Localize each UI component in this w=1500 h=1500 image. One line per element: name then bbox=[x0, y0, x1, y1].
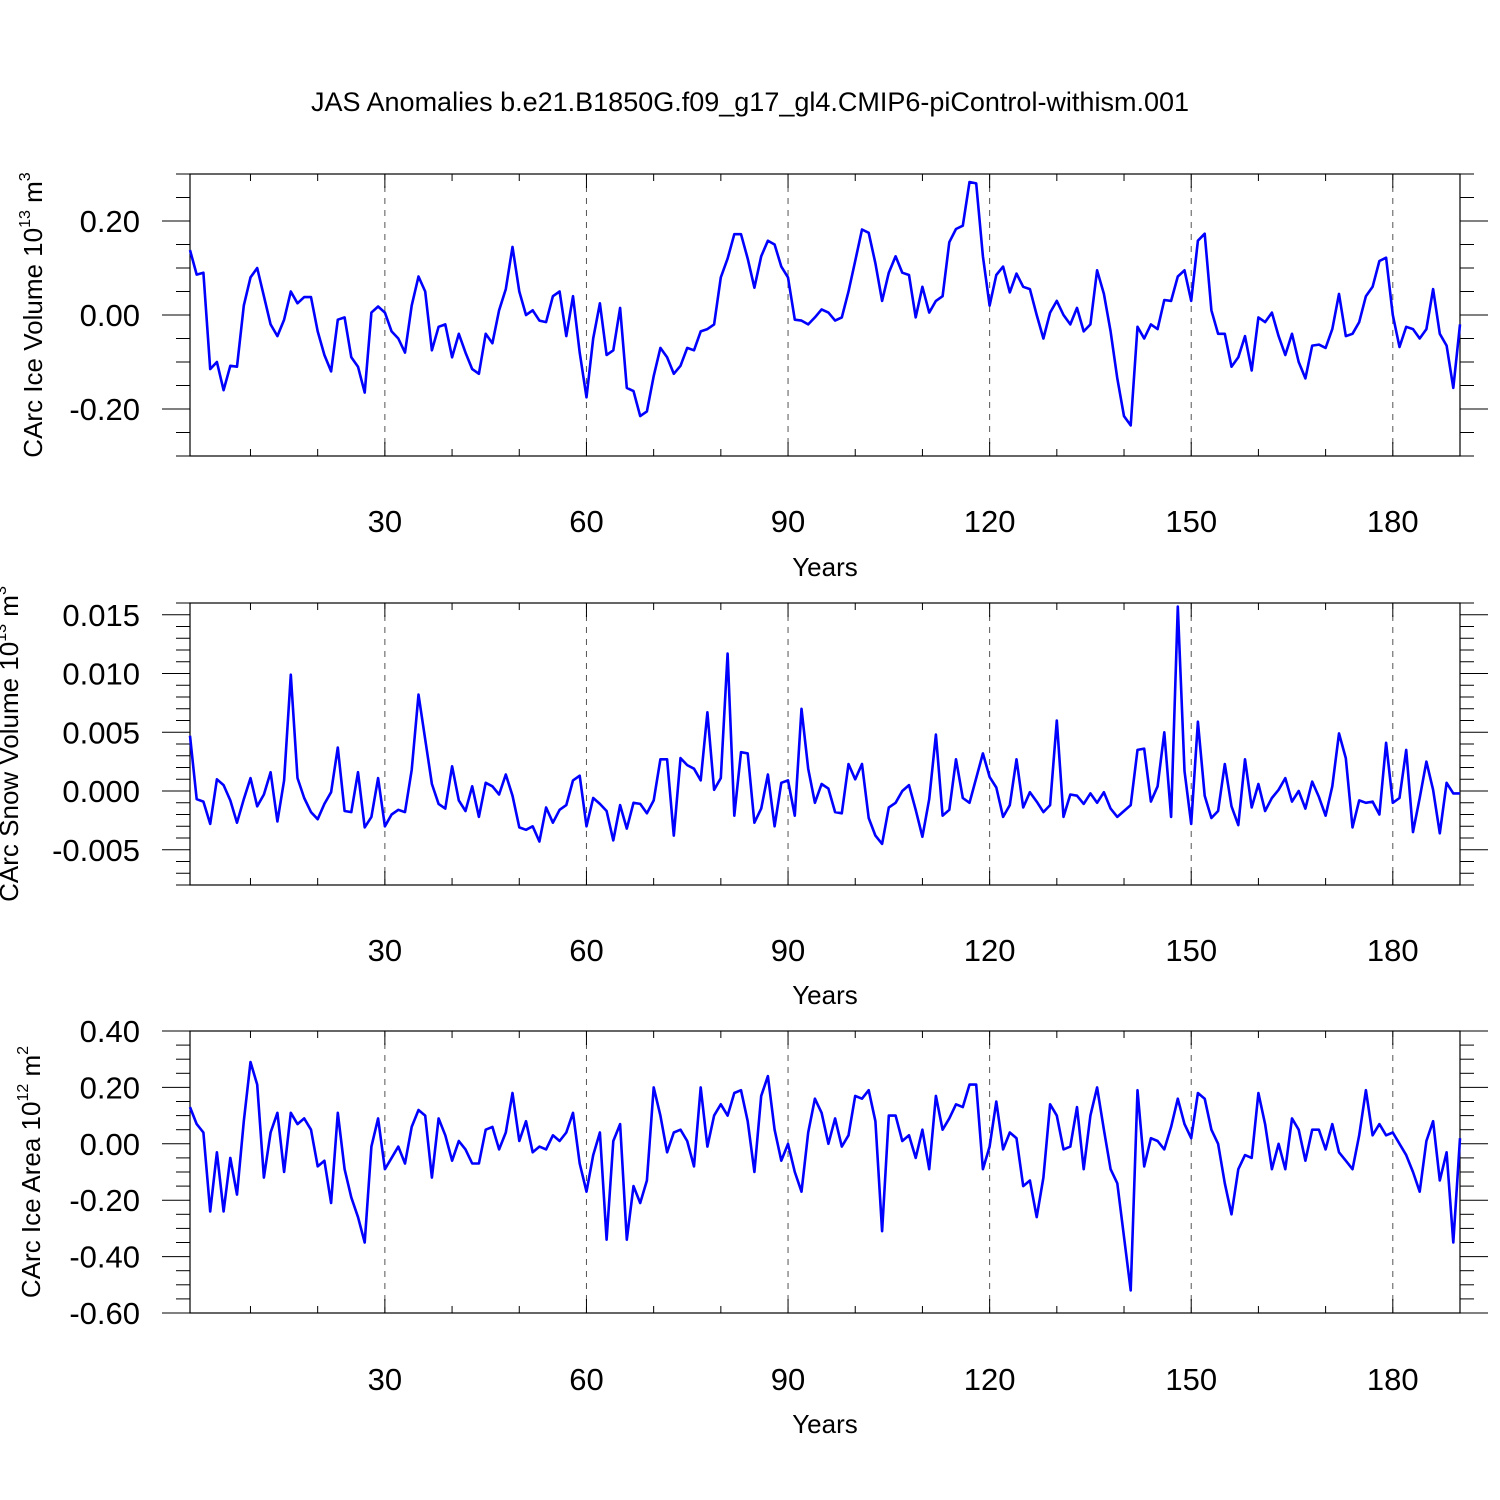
plot-frame bbox=[189, 1030, 1461, 1314]
y-tick-label: 0.20 bbox=[80, 204, 140, 239]
x-tick-label: 120 bbox=[964, 1362, 1016, 1397]
y-tick-label: 0.015 bbox=[62, 598, 140, 633]
x-tick-label: 60 bbox=[569, 933, 603, 968]
y-tick-label: 0.20 bbox=[80, 1070, 140, 1105]
x-tick-label: 30 bbox=[368, 1362, 402, 1397]
x-tick-label: 150 bbox=[1165, 1362, 1217, 1397]
series-line bbox=[188, 605, 1460, 846]
y-axis-label: CArc Ice Area 1012 m2 bbox=[15, 1046, 46, 1298]
chart-title: JAS Anomalies b.e21.B1850G.f09_g17_gl4.C… bbox=[311, 87, 1189, 117]
x-axis-label: Years bbox=[792, 980, 858, 1010]
x-tick-label: 90 bbox=[771, 933, 805, 968]
y-tick-label: 0.40 bbox=[80, 1014, 140, 1049]
x-tick-label: 180 bbox=[1367, 1362, 1419, 1397]
y-tick-label: 0.00 bbox=[80, 298, 140, 333]
x-tick-label: 180 bbox=[1367, 504, 1419, 539]
x-tick-label: 150 bbox=[1165, 933, 1217, 968]
y-axis-label: CArc Snow Volume 1013 m3 bbox=[0, 586, 24, 902]
x-tick-label: 180 bbox=[1367, 933, 1419, 968]
x-axis-label: Years bbox=[792, 552, 858, 582]
series-line bbox=[188, 1060, 1462, 1292]
y-tick-label: -0.20 bbox=[69, 1183, 140, 1218]
x-tick-label: 120 bbox=[964, 504, 1016, 539]
y-tick-label: -0.60 bbox=[69, 1296, 140, 1331]
y-tick-label: 0.005 bbox=[62, 715, 140, 750]
x-tick-label: 60 bbox=[569, 504, 603, 539]
y-tick-label: -0.005 bbox=[52, 833, 140, 868]
x-tick-label: 60 bbox=[569, 1362, 603, 1397]
x-tick-label: 30 bbox=[368, 933, 402, 968]
series-line bbox=[188, 180, 1462, 427]
x-tick-label: 90 bbox=[771, 1362, 805, 1397]
y-tick-label: -0.40 bbox=[69, 1240, 140, 1275]
snow-volume-panel: -0.005 0.000 0.005 0.010 0.015 30 60 90 120 150 18… bbox=[0, 586, 1488, 1010]
x-tick-label: 150 bbox=[1165, 504, 1217, 539]
y-tick-label: 0.00 bbox=[80, 1127, 140, 1162]
plot-frame bbox=[189, 173, 1461, 457]
x-tick-label: 30 bbox=[368, 504, 402, 539]
y-tick-label: -0.20 bbox=[69, 392, 140, 427]
ice-volume-panel: -0.20 0.00 0.20 30 60 90 120 150 180 Years CArc Ic… bbox=[17, 172, 1488, 582]
plot-frame bbox=[189, 602, 1461, 886]
x-tick-label: 120 bbox=[964, 933, 1016, 968]
x-axis-label: Years bbox=[792, 1409, 858, 1439]
ice-area-panel: -0.60 -0.40 -0.20 0.00 0.20 0.40 30 60 90 120 150 1… bbox=[15, 1014, 1488, 1439]
y-axis-label: CArc Ice Volume 1013 m3 bbox=[17, 172, 48, 457]
x-tick-label: 90 bbox=[771, 504, 805, 539]
y-tick-label: 0.010 bbox=[62, 657, 140, 692]
y-tick-label: 0.000 bbox=[62, 774, 140, 809]
